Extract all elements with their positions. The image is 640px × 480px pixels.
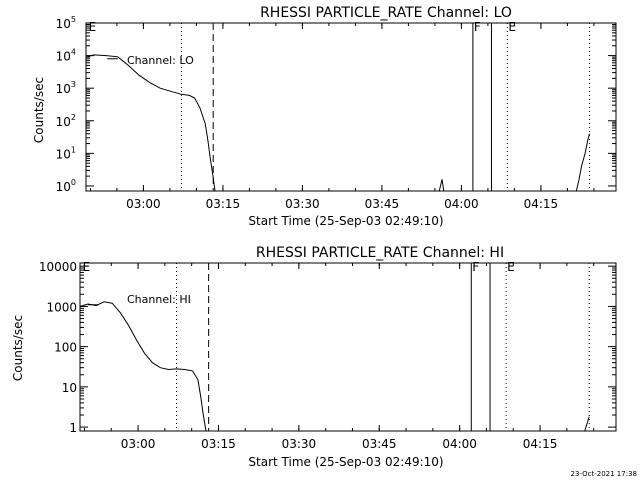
plot-frame bbox=[85, 22, 617, 192]
x-tick-label: 03:30 bbox=[285, 197, 320, 211]
y-ticks: 1 10 100 1000 10000 bbox=[39, 260, 616, 435]
x-tick-label: 03:15 bbox=[206, 197, 241, 211]
corner-label: E bbox=[83, 260, 91, 274]
x-axis-label: Start Time (25-Sep-03 02:49:10) bbox=[248, 214, 443, 228]
series-line bbox=[584, 416, 590, 432]
marker-label: F bbox=[474, 20, 481, 34]
event-markers: F EE bbox=[89, 20, 590, 191]
y-tick-label: 103 bbox=[56, 80, 76, 96]
y-tick-label: 1 bbox=[69, 421, 77, 435]
y-axis-label: Counts/sec bbox=[11, 315, 25, 381]
x-tick-label: 04:00 bbox=[444, 197, 479, 211]
footer-timestamp: 23-Oct-2021 17:38 bbox=[571, 470, 637, 478]
y-tick-label: 10 bbox=[62, 381, 77, 395]
y-tick-label: 101 bbox=[56, 145, 76, 161]
marker-label: E bbox=[507, 260, 515, 274]
chart-title: RHESSI PARTICLE_RATE Channel: HI bbox=[256, 245, 504, 261]
x-ticks: 03:00 03:15 03:30 03:45 04:00 04:15 bbox=[83, 263, 595, 451]
y-ticks: 100 101 102 103 104 105 bbox=[56, 15, 616, 194]
y-axis-label: Counts/sec bbox=[32, 77, 46, 143]
x-tick-label: 03:45 bbox=[362, 437, 397, 451]
x-tick-label: 03:30 bbox=[282, 437, 317, 451]
series-line bbox=[85, 54, 216, 192]
panel-lo: RHESSI PARTICLE_RATE Channel: LO Start T… bbox=[32, 5, 617, 228]
y-tick-label: 105 bbox=[56, 15, 76, 31]
x-axis-label: Start Time (25-Sep-03 02:49:10) bbox=[248, 455, 443, 469]
x-tick-label: 03:00 bbox=[121, 437, 156, 451]
y-tick-label: 10000 bbox=[39, 260, 77, 274]
plot-frame bbox=[79, 262, 617, 432]
x-tick-label: 04:00 bbox=[442, 437, 477, 451]
x-tick-label: 03:00 bbox=[126, 197, 161, 211]
y-tick-label: 102 bbox=[56, 113, 76, 129]
series bbox=[79, 301, 590, 432]
legend-label: Channel: HI bbox=[127, 293, 191, 306]
marker-label: F bbox=[472, 260, 479, 274]
y-tick-label: 1000 bbox=[46, 300, 77, 314]
y-tick-label: 104 bbox=[56, 48, 76, 64]
corner-label: E bbox=[89, 20, 97, 34]
x-tick-label: 04:15 bbox=[524, 197, 559, 211]
y-tick-label: 100 bbox=[54, 341, 77, 355]
chart-title: RHESSI PARTICLE_RATE Channel: LO bbox=[260, 5, 512, 21]
series-line bbox=[79, 301, 207, 432]
x-tick-label: 04:15 bbox=[523, 437, 558, 451]
x-tick-label: 03:15 bbox=[201, 437, 236, 451]
x-tick-label: 03:45 bbox=[365, 197, 400, 211]
panel-hi: RHESSI PARTICLE_RATE Channel: HI Start T… bbox=[11, 245, 617, 469]
marker-label: E bbox=[508, 20, 516, 34]
x-ticks: 03:00 03:15 03:30 03:45 04:00 04:15 bbox=[89, 23, 595, 211]
series-line bbox=[438, 179, 445, 192]
y-tick-label: 100 bbox=[56, 178, 76, 194]
legend-label: Channel: LO bbox=[127, 54, 194, 67]
series bbox=[85, 54, 590, 192]
series-line bbox=[575, 133, 590, 192]
event-markers: F EE bbox=[83, 260, 590, 431]
